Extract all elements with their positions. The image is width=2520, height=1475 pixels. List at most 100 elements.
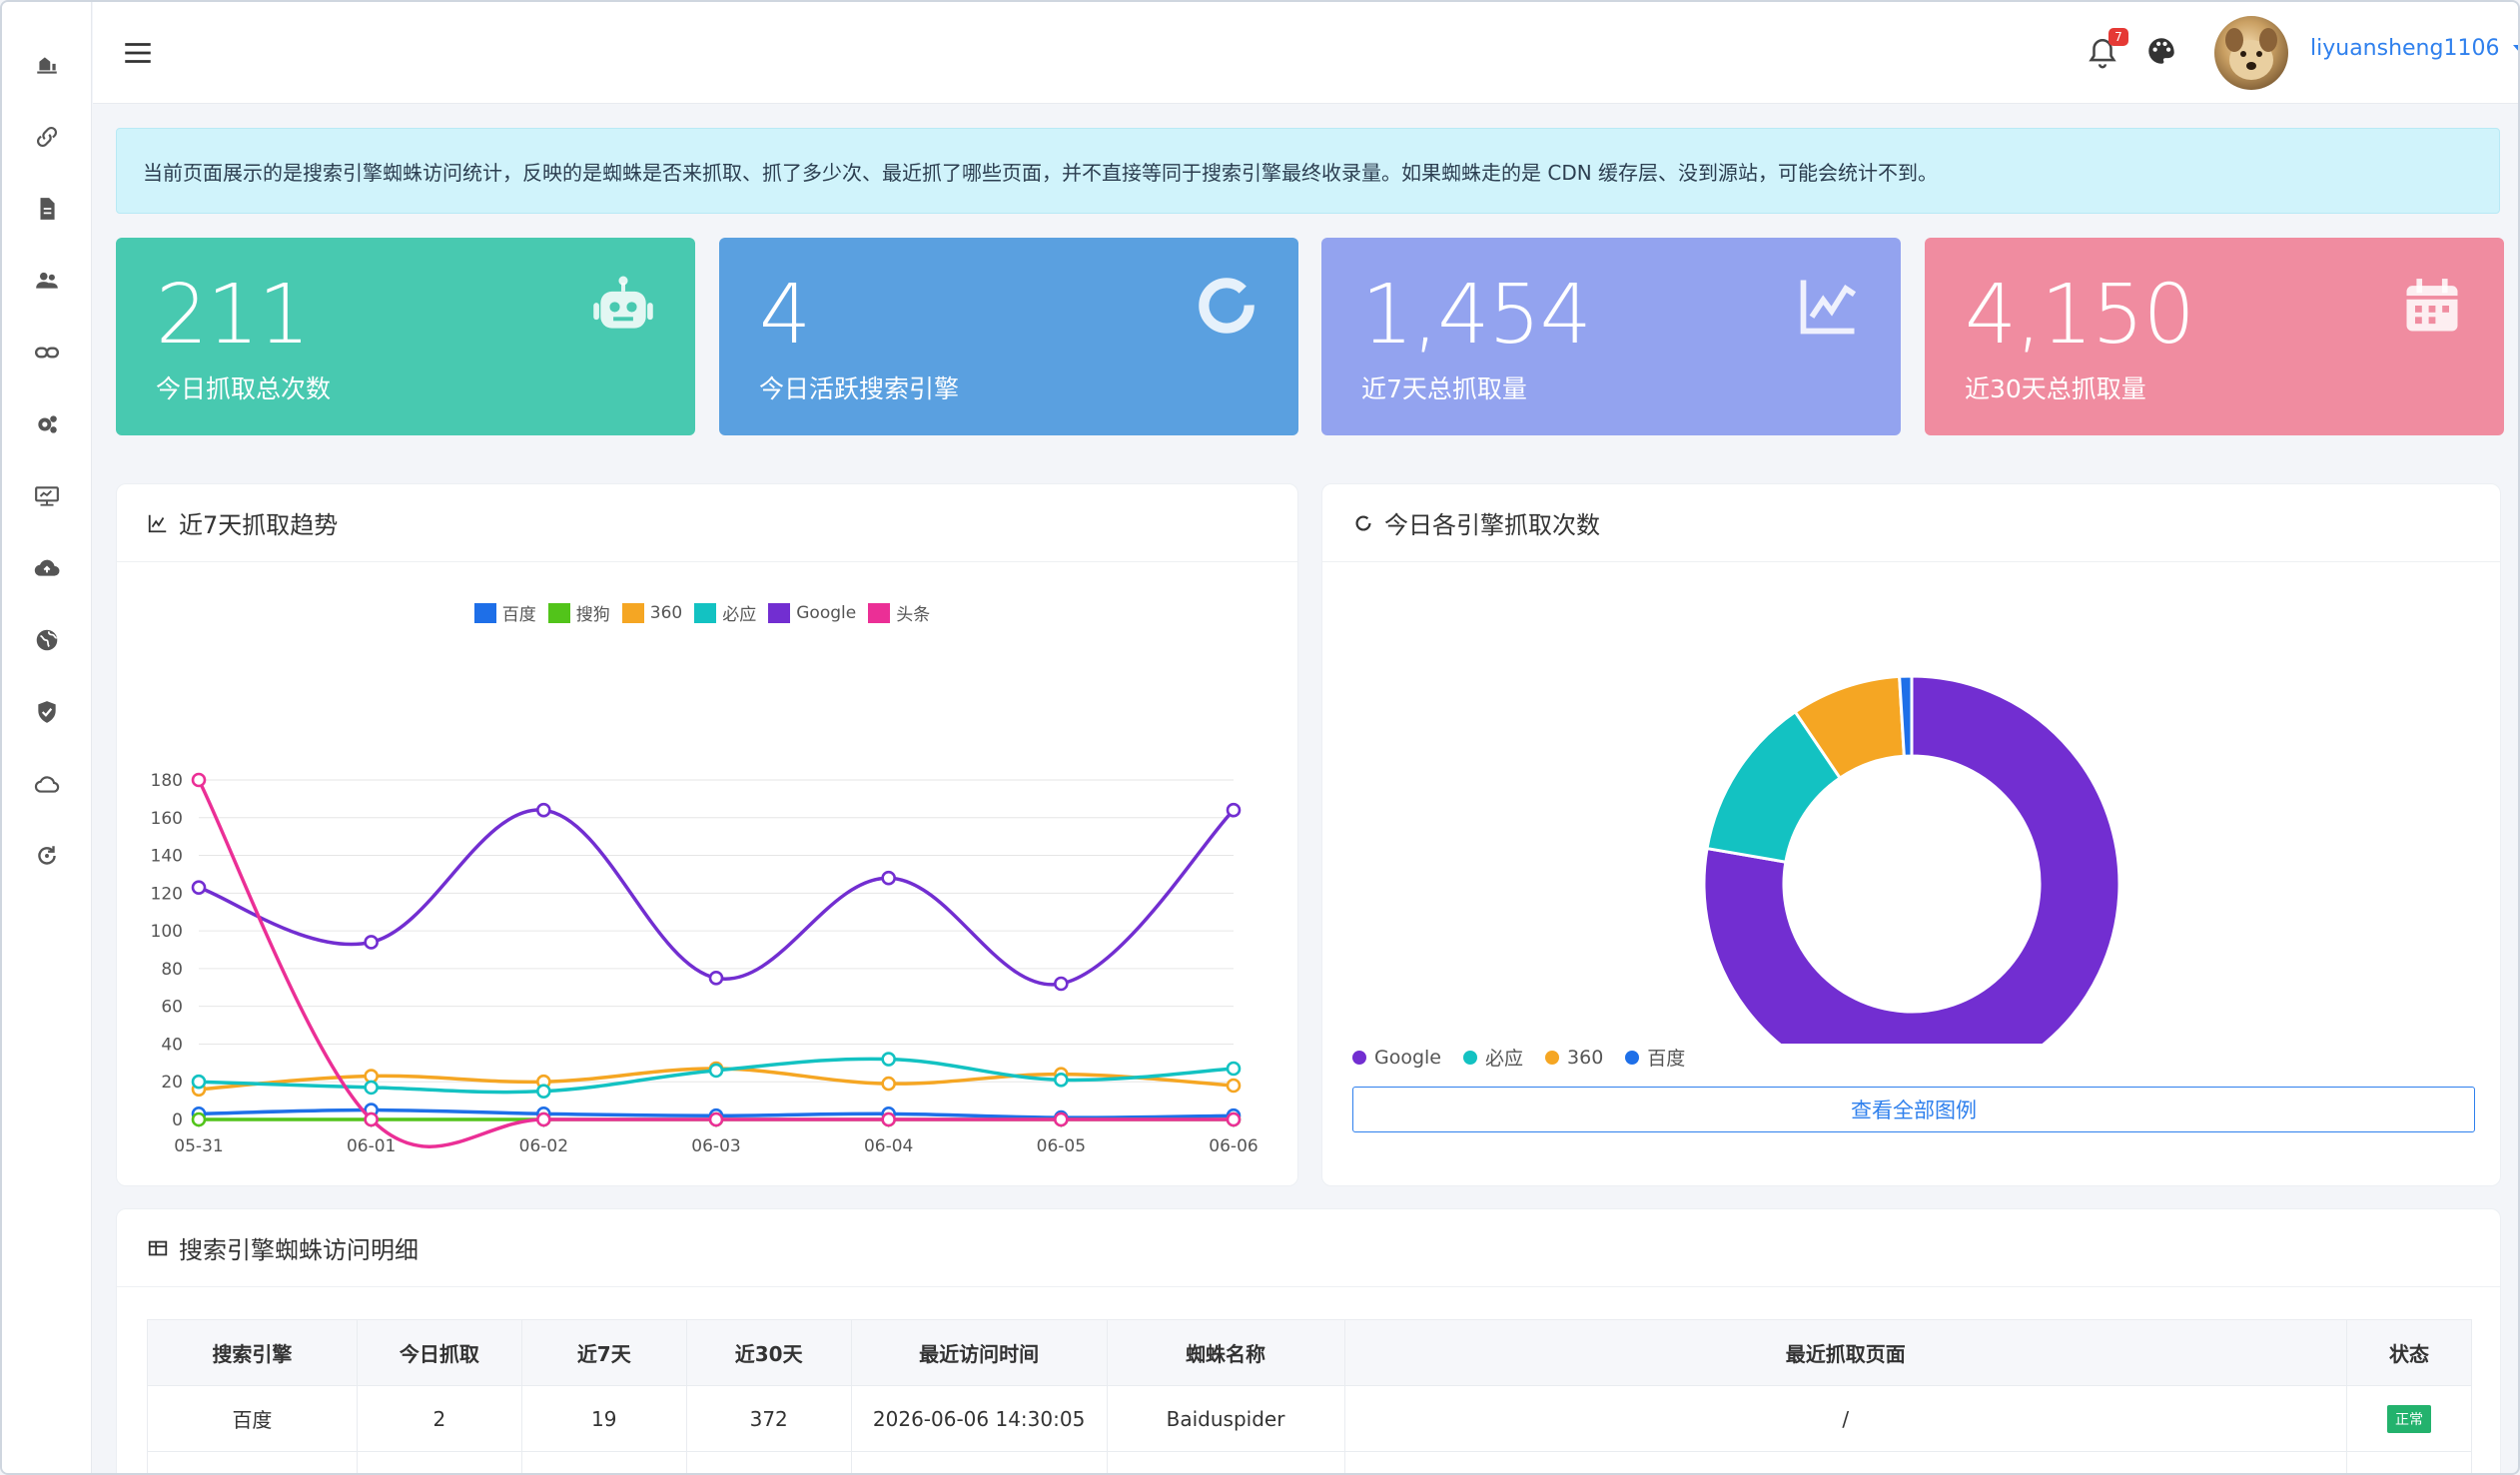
col-last-time[interactable]: 最近访问时间	[850, 1319, 1108, 1386]
legend-item[interactable]: 搜狗	[547, 600, 610, 625]
sidebar-item-friend-links[interactable]	[28, 334, 66, 371]
stat-value: 4,150	[1965, 268, 2195, 363]
data-point[interactable]	[364, 1080, 379, 1096]
table-row: .	[147, 1451, 2473, 1473]
col-7days[interactable]: 近7天	[520, 1319, 687, 1386]
cell-today: 2	[356, 1385, 522, 1452]
data-point[interactable]	[881, 870, 896, 886]
data-point[interactable]	[1054, 1073, 1069, 1088]
col-spider-name[interactable]: 蜘蛛名称	[1106, 1319, 1345, 1386]
sidebar-item-globe[interactable]	[28, 621, 66, 659]
sidebar-item-monitor[interactable]	[28, 477, 66, 515]
hamburger-menu-icon[interactable]	[121, 36, 155, 70]
y-tick-label: 160	[151, 809, 183, 829]
cloud-upload-icon	[34, 559, 60, 576]
view-all-legend-button[interactable]: 查看全部图例	[1352, 1087, 2475, 1132]
legend-label: Google	[796, 602, 857, 623]
sidebar-item-links[interactable]	[28, 118, 66, 156]
legend-label: Google	[1374, 1046, 1442, 1069]
calendar-icon	[2406, 279, 2458, 332]
sidebar-item-refresh[interactable]	[28, 837, 66, 875]
stat-card-engines: 4 今日活跃搜索引擎	[719, 238, 1298, 435]
data-point[interactable]	[191, 880, 207, 895]
donut-slice-Google[interactable]	[1702, 674, 2121, 1044]
legend-item[interactable]: 百度	[473, 600, 536, 625]
data-point[interactable]	[536, 1084, 551, 1099]
y-tick-label: 140	[151, 847, 183, 867]
detail-panel-title: 搜索引擎蜘蛛访问明细	[179, 1236, 419, 1264]
legend-swatch	[621, 602, 644, 623]
y-tick-label: 0	[172, 1110, 183, 1130]
legend-item[interactable]: 必应	[694, 600, 756, 625]
username-label: liyuansheng1106	[2310, 36, 2500, 61]
stat-value: 211	[156, 268, 311, 363]
engine-panel: 今日各引擎抓取次数 Google 必应 360 百度 查看全部图例	[1321, 483, 2501, 1186]
data-point[interactable]	[881, 1111, 896, 1127]
donut-legend-item[interactable]: Google	[1352, 1044, 1441, 1071]
data-point[interactable]	[1226, 1111, 1242, 1127]
data-point[interactable]	[708, 1111, 724, 1127]
donut-legend-item[interactable]: 360	[1545, 1044, 1603, 1071]
palette-icon[interactable]	[2144, 34, 2178, 68]
data-point[interactable]	[881, 1052, 896, 1067]
trend-panel-header: 近7天抓取趋势	[117, 484, 1297, 562]
y-tick-label: 20	[161, 1073, 183, 1093]
data-point[interactable]	[1226, 1061, 1242, 1077]
data-point[interactable]	[191, 1111, 207, 1127]
data-point[interactable]	[1226, 1078, 1242, 1094]
col-today[interactable]: 今日抓取	[356, 1319, 522, 1386]
refresh-icon	[38, 846, 56, 865]
sidebar-item-users[interactable]	[28, 262, 66, 300]
sidebar-item-dashboard[interactable]	[28, 46, 66, 84]
x-tick-label: 06-04	[864, 1136, 913, 1156]
bell-icon[interactable]	[2086, 34, 2119, 72]
sidebar-item-articles[interactable]	[28, 190, 66, 228]
data-point[interactable]	[881, 1076, 896, 1092]
col-last-page[interactable]: 最近抓取页面	[1343, 1319, 2347, 1386]
sidebar-item-upload[interactable]	[28, 549, 66, 587]
data-point[interactable]	[191, 772, 207, 788]
data-point[interactable]	[364, 935, 379, 950]
data-point[interactable]	[1054, 976, 1069, 992]
col-30days[interactable]: 近30天	[685, 1319, 852, 1386]
cell-last-page[interactable]: /	[1343, 1385, 2347, 1452]
user-menu[interactable]: liyuansheng1106	[2310, 36, 2518, 61]
legend-dot	[1545, 1050, 1560, 1065]
x-tick-label: 06-05	[1037, 1136, 1086, 1156]
legend-swatch	[473, 602, 496, 623]
col-engine[interactable]: 搜索引擎	[147, 1319, 358, 1386]
status-badge: 正常	[2386, 1404, 2431, 1433]
legend-label: 百度	[1647, 1048, 1686, 1070]
globe-icon	[36, 629, 58, 651]
donut-slice-百度[interactable]	[1898, 674, 1914, 758]
legend-item[interactable]: 头条	[868, 600, 930, 625]
stat-card-30days: 4,150 近30天总抓取量	[1925, 238, 2504, 435]
legend-item[interactable]: 360	[621, 602, 682, 623]
donut-icon	[1355, 514, 1371, 531]
monitor-icon	[35, 486, 59, 506]
y-tick-label: 120	[151, 884, 183, 904]
data-point[interactable]	[536, 1111, 551, 1127]
y-tick-label: 80	[161, 960, 183, 980]
donut-legend-item[interactable]: 百度	[1625, 1044, 1685, 1071]
data-point[interactable]	[1226, 802, 1242, 818]
sidebar-item-cloud[interactable]	[28, 765, 66, 803]
stat-card-7days: 1,454 近7天总抓取量	[1321, 238, 1901, 435]
data-point[interactable]	[708, 971, 724, 986]
sidebar-item-security[interactable]	[28, 693, 66, 731]
col-status[interactable]: 状态	[2345, 1319, 2473, 1386]
chain-icon	[34, 347, 60, 359]
data-point[interactable]	[536, 802, 551, 818]
donut-legend-item[interactable]: 必应	[1463, 1044, 1523, 1071]
sidebar-item-settings[interactable]	[28, 405, 66, 443]
data-point[interactable]	[364, 1111, 379, 1127]
avatar[interactable]	[2214, 16, 2288, 90]
legend-item[interactable]: Google	[768, 602, 857, 623]
cloud-icon	[34, 776, 60, 793]
engine-panel-title: 今日各引擎抓取次数	[1384, 511, 1600, 539]
sidebar	[2, 2, 92, 1473]
data-point[interactable]	[708, 1063, 724, 1079]
stat-label: 近30天总抓取量	[1965, 374, 2146, 403]
data-point[interactable]	[191, 1074, 207, 1090]
data-point[interactable]	[1054, 1111, 1069, 1127]
